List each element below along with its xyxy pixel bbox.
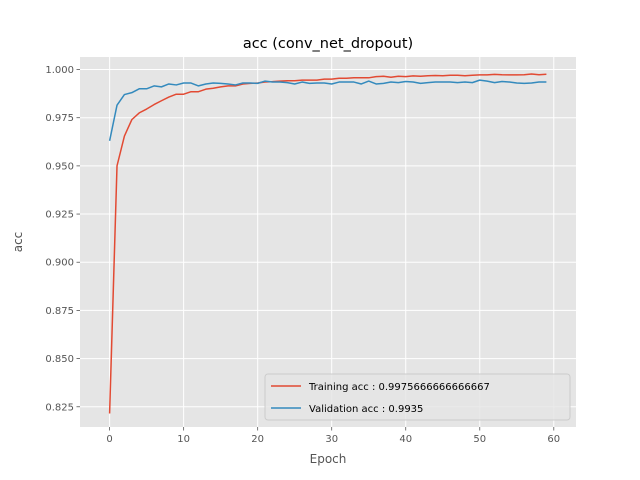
x-tick-label: 20 [251,434,264,445]
x-tick-label: 40 [399,434,412,445]
plot-area [80,57,576,427]
training-acc-line [108,73,547,414]
legend: Training acc : 0.9975666666666667 Valida… [264,373,571,421]
x-tick-label: 30 [325,434,338,445]
legend-box [264,373,571,421]
x-tick-label: 0 [106,434,112,445]
legend-label-training: Training acc : 0.9975666666666667 [308,382,490,393]
chart-title: acc (conv_net_dropout) [243,36,413,52]
legend-label-validation: Validation acc : 0.9935 [309,404,423,415]
y-tick-label: 0.975 [45,113,74,124]
x-tick-label: 10 [177,434,190,445]
y-tick-label: 0.825 [45,402,74,413]
y-tick-label: 1.000 [45,65,74,76]
axes-ticks: 0 10 20 30 40 50 60 0.825 0.850 0.875 0.900 0.925 0.… [45,65,560,445]
x-axis-label: Epoch [310,452,347,466]
y-tick-label: 0.850 [45,354,74,365]
grid [80,57,576,427]
x-tick-label: 50 [473,434,486,445]
y-tick-label: 0.875 [45,306,74,317]
series-lines [108,73,547,414]
y-tick-label: 0.900 [45,258,74,269]
validation-acc-line [108,79,547,141]
y-tick-label: 0.925 [45,210,74,221]
y-axis-label: acc [11,232,25,253]
y-tick-label: 0.950 [45,161,74,172]
x-tick-label: 60 [547,434,560,445]
